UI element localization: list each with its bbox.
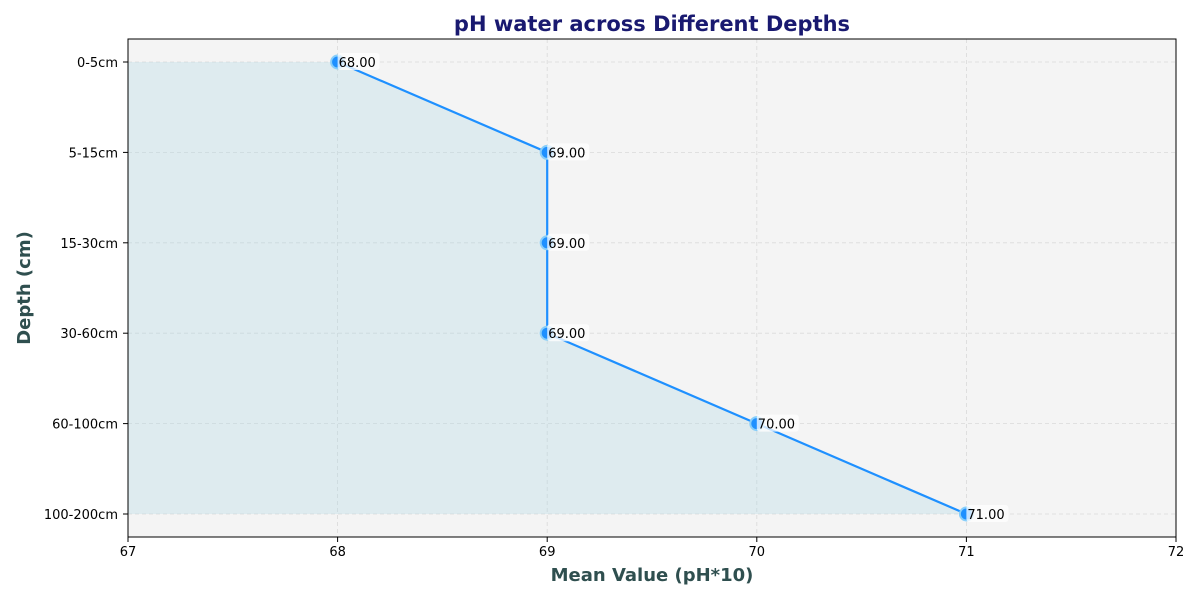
x-tick-label: 71 [958, 545, 975, 560]
y-tick-label: 60-100cm [52, 418, 118, 433]
x-tick-label: 72 [1168, 545, 1185, 560]
data-label: 70.00 [758, 418, 795, 433]
y-tick-label: 30-60cm [60, 327, 118, 342]
data-label-background [547, 233, 590, 251]
data-label-background [756, 414, 799, 432]
plot-background [128, 39, 1176, 537]
data-label-background [337, 53, 380, 70]
data-labels: 68.00 69.00 69.00 69.00 70.00 71.00 [337, 53, 1009, 523]
series-line [337, 60, 967, 516]
y-axis-ticks: 0-5cm 5-15cm 15-30cm 30-60cm 60-100cm 100-200… [44, 56, 128, 523]
data-label: 68.00 [339, 56, 376, 71]
x-axis-ticks: 67 68 69 70 71 72 [120, 537, 1185, 560]
x-tick-label: 67 [120, 545, 137, 560]
plot-frame [127, 38, 1177, 538]
data-label: 69.00 [548, 327, 585, 342]
data-label-background [547, 324, 590, 342]
data-label: 71.00 [967, 508, 1004, 523]
x-tick-label: 70 [749, 545, 766, 560]
y-tick-label: 0-5cm [77, 56, 118, 71]
data-label: 69.00 [548, 146, 585, 161]
x-tick-label: 69 [539, 545, 556, 560]
x-tick-label: 68 [329, 545, 346, 560]
y-tick-label: 100-200cm [44, 508, 118, 523]
x-axis-label: Mean Value (pH*10) [551, 565, 754, 586]
y-axis-label: Depth (cm) [14, 231, 35, 345]
y-tick-label: 15-30cm [60, 237, 118, 252]
data-label-background [547, 143, 590, 161]
data-label: 69.00 [548, 237, 585, 252]
data-label-background [966, 505, 1009, 522]
chart-title: pH water across Different Depths [454, 12, 850, 36]
y-tick-label: 5-15cm [69, 146, 118, 161]
